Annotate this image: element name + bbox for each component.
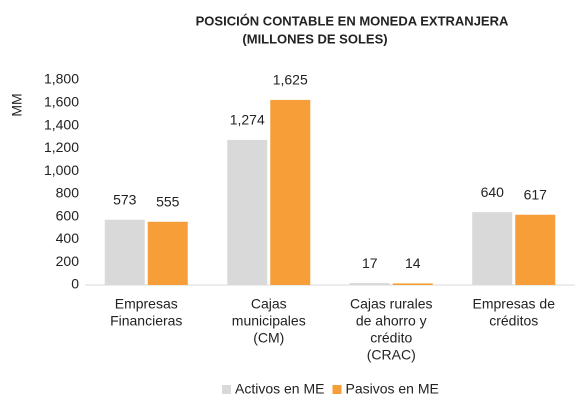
value-label: 617 bbox=[524, 186, 548, 202]
x-tick-label: crédito bbox=[370, 330, 412, 346]
chart-title: POSICIÓN CONTABLE EN MONEDA EXTRANJERA bbox=[196, 13, 509, 28]
y-tick-label: 1,600 bbox=[44, 93, 79, 109]
value-label: 555 bbox=[156, 193, 180, 209]
y-tick-label: 600 bbox=[56, 207, 80, 223]
x-tick-label: Cajas bbox=[251, 296, 287, 312]
y-tick-label: 800 bbox=[56, 185, 80, 201]
x-tick-label: créditos bbox=[489, 313, 538, 329]
x-tick-label: municipales bbox=[232, 313, 306, 329]
bar bbox=[227, 139, 268, 285]
value-label: 1,625 bbox=[273, 72, 308, 88]
bar bbox=[392, 283, 433, 285]
bar bbox=[515, 214, 556, 285]
legend-label: Activos en ME bbox=[235, 381, 324, 397]
y-axis-label: MM bbox=[9, 93, 25, 116]
x-tick-label: (CRAC) bbox=[367, 347, 416, 363]
bar bbox=[270, 99, 311, 285]
y-tick-label: 400 bbox=[56, 230, 80, 246]
legend-label: Pasivos en ME bbox=[345, 381, 438, 397]
bar bbox=[472, 212, 513, 285]
x-tick-label: Empresas bbox=[115, 296, 178, 312]
legend-swatch bbox=[222, 385, 231, 394]
bar bbox=[104, 219, 145, 285]
value-label: 17 bbox=[362, 255, 378, 271]
value-label: 14 bbox=[405, 255, 421, 271]
legend-swatch bbox=[332, 385, 342, 394]
x-tick-label: Cajas rurales bbox=[350, 296, 432, 312]
value-label: 573 bbox=[113, 191, 137, 207]
chart-title: (MILLONES DE SOLES) bbox=[242, 31, 387, 46]
x-tick-label: Empresas de bbox=[473, 296, 556, 312]
y-tick-label: 1,000 bbox=[44, 162, 79, 178]
y-tick-label: 200 bbox=[56, 253, 80, 269]
y-tick-label: 1,800 bbox=[44, 71, 79, 87]
bar bbox=[349, 283, 390, 285]
y-tick-label: 1,400 bbox=[44, 116, 79, 132]
y-tick-label: 1,200 bbox=[44, 139, 79, 155]
bar bbox=[147, 221, 188, 285]
value-label: 640 bbox=[481, 184, 505, 200]
x-tick-label: de ahorro y bbox=[356, 313, 427, 329]
x-tick-label: (CM) bbox=[253, 330, 284, 346]
x-tick-label: Financieras bbox=[110, 313, 182, 329]
y-tick-label: 0 bbox=[71, 276, 79, 292]
value-label: 1,274 bbox=[230, 112, 265, 128]
